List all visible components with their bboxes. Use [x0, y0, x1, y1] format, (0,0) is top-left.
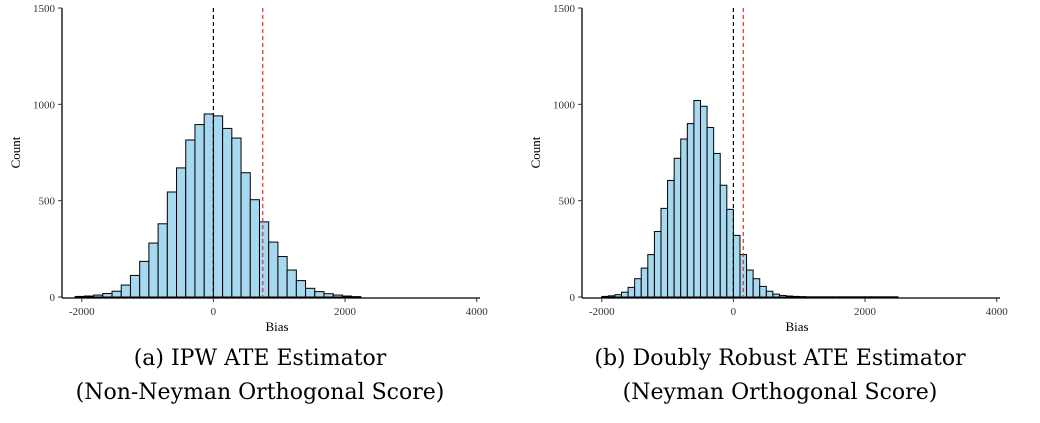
- x-tick-label: -2000: [69, 306, 95, 318]
- histogram-bar: [653, 230, 662, 298]
- histogram-bar: [222, 127, 233, 298]
- caption-b-line1: (b) Doubly Robust ATE Estimator: [594, 346, 966, 371]
- histogram-bar: [686, 123, 695, 298]
- histogram-bar: [212, 115, 224, 298]
- histogram-bar: [314, 291, 325, 298]
- y-axis-title: Count: [8, 136, 23, 168]
- histogram-bar: [323, 293, 334, 298]
- histogram-bar: [157, 223, 168, 298]
- histogram-bar: [785, 295, 794, 298]
- x-axis-title: Bias: [785, 319, 808, 334]
- histogram-bar: [305, 287, 316, 298]
- histogram-bar: [713, 152, 721, 298]
- y-axis-title: Count: [528, 136, 543, 168]
- histogram-bar: [258, 221, 270, 298]
- histogram-bar: [120, 284, 131, 298]
- x-axis-title: Bias: [265, 319, 288, 334]
- histogram-bar: [185, 139, 196, 298]
- histogram-bar: [295, 280, 307, 298]
- histogram-bar: [148, 242, 159, 298]
- histogram-bar: [614, 294, 622, 298]
- panel-b: 0 500 1000 1500 -2000 0 2000 4000 Bias Count (b) …: [520, 0, 1040, 423]
- histogram-bar: [719, 184, 728, 298]
- histogram-bar: [752, 278, 761, 298]
- y-tick-label: 1500: [33, 3, 56, 15]
- y-tick-label: 500: [559, 196, 576, 208]
- histogram-bar: [772, 293, 780, 298]
- histogram-bar: [680, 138, 688, 298]
- histogram-bar: [759, 285, 767, 298]
- histogram-bar: [111, 290, 122, 298]
- x-tick-label: 4000: [986, 306, 1009, 318]
- histogram-bar: [249, 199, 260, 298]
- histogram-bar: [732, 234, 741, 298]
- histogram-bar: [93, 294, 104, 298]
- histogram-bar: [699, 105, 708, 298]
- histogram-bar: [240, 172, 251, 298]
- histogram-bar: [746, 269, 754, 298]
- histogram-bar: [673, 157, 682, 298]
- histogram-bar: [166, 191, 178, 298]
- y-tick-label: 1000: [553, 99, 576, 111]
- caption-b-line2: (Neyman Orthogonal Score): [622, 380, 938, 405]
- x-tick-label: 2000: [854, 306, 877, 318]
- histogram-bar: [129, 274, 141, 298]
- y-tick-label: 1000: [33, 99, 56, 111]
- x-tick-label: 4000: [466, 306, 489, 318]
- histogram-bar: [647, 254, 655, 298]
- x-tick-label: 0: [731, 306, 737, 318]
- histogram-bar: [634, 278, 642, 298]
- histogram-bar: [341, 295, 353, 298]
- y-tick-label: 0: [570, 292, 576, 304]
- caption-a-line2: (Non-Neyman Orthogonal Score): [75, 380, 445, 405]
- histogram-bar: [627, 286, 636, 298]
- panel-a: 0 500 1000 1500 -2000 0 2000 4000 Bias Count (a) …: [0, 3, 520, 410]
- histogram-ipw: 0 500 1000 1500 -2000 0 2000 4000 Bias Count: [8, 3, 489, 334]
- x-tick-label: -2000: [589, 306, 615, 318]
- y-tick-label: 500: [39, 196, 56, 208]
- histogram-bar: [778, 294, 787, 298]
- y-tick-label: 1500: [553, 3, 576, 15]
- caption-a: (a) IPW ATE Estimator (Non-Neyman Orthog…: [0, 342, 520, 410]
- caption-a-line1: (a) IPW ATE Estimator: [133, 346, 387, 371]
- histogram-bar: [194, 124, 205, 298]
- histogram-bar: [792, 295, 800, 298]
- histogram-bar: [640, 267, 649, 298]
- histogram-bar: [765, 290, 774, 298]
- histogram-bar: [332, 294, 343, 298]
- histogram-bar: [83, 295, 95, 298]
- x-tick-label: 2000: [334, 306, 357, 318]
- histogram-bar: [601, 295, 609, 298]
- histogram-bar: [231, 137, 242, 298]
- histogram-bar: [139, 260, 150, 298]
- histogram-bar: [268, 241, 279, 298]
- histogram-bar: [693, 99, 701, 298]
- y-tick-label: 0: [50, 292, 56, 304]
- histogram-doubly-robust: 0 500 1000 1500 -2000 0 2000 4000 Bias Count: [528, 3, 1009, 334]
- histogram-bar: [706, 126, 715, 298]
- histogram-bar: [667, 179, 675, 298]
- histogram-bar: [607, 295, 616, 298]
- histogram-bar: [286, 269, 297, 298]
- histogram-bar: [74, 295, 85, 298]
- histogram-bar: [102, 293, 113, 298]
- histogram-bar: [277, 256, 288, 298]
- histogram-bar: [621, 291, 629, 298]
- histogram-bar: [660, 207, 669, 298]
- histogram-bar: [176, 167, 187, 298]
- x-tick-label: 0: [211, 306, 217, 318]
- histogram-bar: [726, 208, 734, 298]
- caption-b: (b) Doubly Robust ATE Estimator (Neyman …: [520, 342, 1040, 410]
- histogram-bar: [203, 113, 214, 298]
